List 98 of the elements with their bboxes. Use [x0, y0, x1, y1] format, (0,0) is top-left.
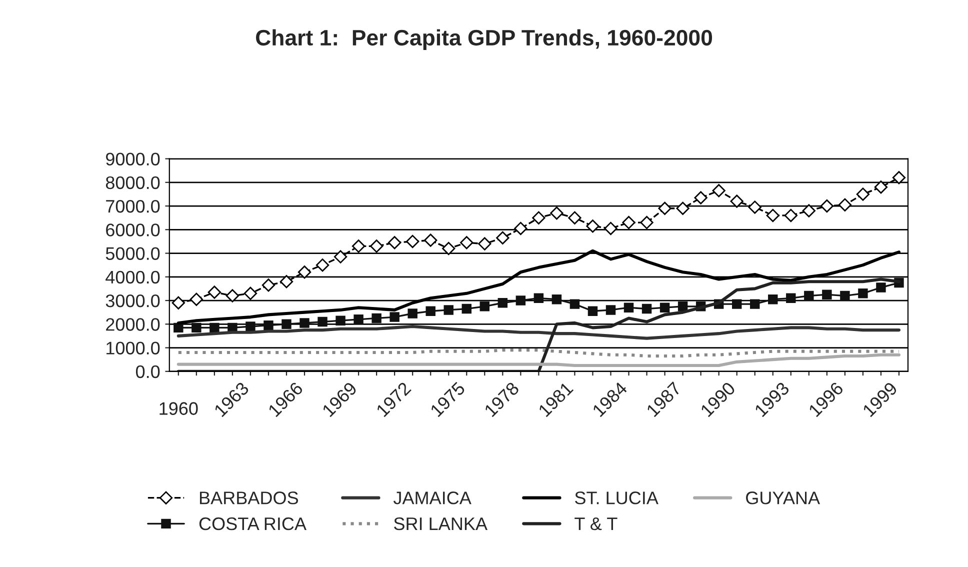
point: [244, 286, 258, 300]
point: [174, 322, 184, 333]
point: [516, 296, 526, 306]
point: [766, 208, 780, 222]
point: [390, 312, 400, 322]
point: [874, 180, 888, 194]
legend-label: SRI LANKA: [394, 517, 488, 530]
point: [336, 316, 346, 326]
point: [622, 216, 636, 230]
point: [208, 286, 222, 299]
point: [730, 194, 744, 208]
point: [478, 237, 492, 250]
legend-label: COSTA RICA: [199, 517, 306, 530]
point: [408, 308, 418, 318]
point: [424, 234, 438, 247]
point: [190, 292, 204, 306]
point: [318, 316, 328, 327]
point: [172, 296, 185, 310]
point: [462, 304, 472, 314]
point: [840, 290, 850, 301]
point: [856, 188, 870, 201]
point: [712, 184, 726, 198]
legend-label: GUYANA: [746, 492, 820, 504]
point: [858, 288, 868, 298]
point: [604, 222, 618, 236]
y-tick-label: 8000.0: [106, 176, 160, 190]
legend-label: BARBADOS: [200, 492, 298, 504]
y-tick-label: 6000.0: [106, 224, 160, 236]
point: [210, 322, 220, 333]
point: [316, 258, 330, 272]
point: [838, 198, 852, 212]
y-tick-label: 3000.0: [106, 294, 160, 308]
point: [768, 294, 778, 304]
point: [370, 240, 384, 253]
y-tick-label: 2000.0: [106, 318, 160, 331]
point: [532, 211, 546, 224]
line-series: [176, 353, 901, 368]
point: [334, 250, 348, 264]
point: [586, 220, 600, 233]
point: [352, 240, 366, 253]
point: [892, 171, 906, 184]
chart-title: Chart 1: Per Capita GDP Trends, 1960-2000: [256, 29, 712, 50]
point: [624, 302, 634, 312]
point: [264, 320, 274, 330]
point: [498, 298, 508, 308]
point: [550, 206, 564, 220]
point: [732, 299, 742, 309]
legend-label: ST. LUCIA: [575, 492, 658, 504]
point: [570, 299, 580, 309]
point: [640, 216, 654, 230]
point: [300, 318, 310, 328]
point: [192, 322, 202, 333]
point: [534, 293, 544, 304]
x-tick-label: 1960: [160, 402, 198, 415]
point: [442, 242, 456, 256]
point: [372, 313, 382, 324]
point: [658, 202, 672, 215]
point: [802, 204, 816, 218]
point: [246, 322, 256, 332]
y-tick-label: 4000.0: [106, 270, 160, 284]
point: [678, 302, 688, 312]
point: [496, 231, 510, 244]
y-tick-label: 1000.0: [106, 342, 160, 354]
point: [676, 202, 690, 215]
point: [750, 299, 760, 309]
point: [820, 199, 834, 213]
point: [480, 302, 490, 312]
point: [354, 314, 364, 324]
y-tick-label: 5000.0: [106, 247, 160, 260]
point: [552, 294, 562, 304]
point: [298, 266, 312, 279]
point: [388, 236, 402, 250]
point: [262, 278, 276, 292]
point: [280, 275, 294, 288]
point: [876, 282, 886, 292]
point: [642, 304, 652, 314]
point: [444, 305, 454, 315]
legend-label: JAMAICA: [393, 492, 472, 504]
point: [282, 319, 292, 329]
point: [514, 222, 528, 236]
point: [606, 305, 616, 315]
y-tick-label: 7000.0: [106, 200, 160, 213]
y-tick-label: 9000.0: [106, 152, 160, 166]
point: [568, 211, 582, 224]
point: [822, 290, 832, 300]
point: [226, 289, 240, 302]
point: [748, 200, 762, 214]
point: [786, 293, 796, 304]
point: [588, 306, 598, 316]
point: [660, 302, 670, 312]
point: [460, 236, 474, 250]
y-tick-label: 0.0: [136, 365, 160, 378]
point: [406, 234, 420, 248]
legend-label: T & T: [574, 518, 618, 530]
point: [694, 191, 708, 204]
point: [426, 306, 436, 316]
point: [804, 290, 814, 301]
point: [784, 208, 798, 222]
